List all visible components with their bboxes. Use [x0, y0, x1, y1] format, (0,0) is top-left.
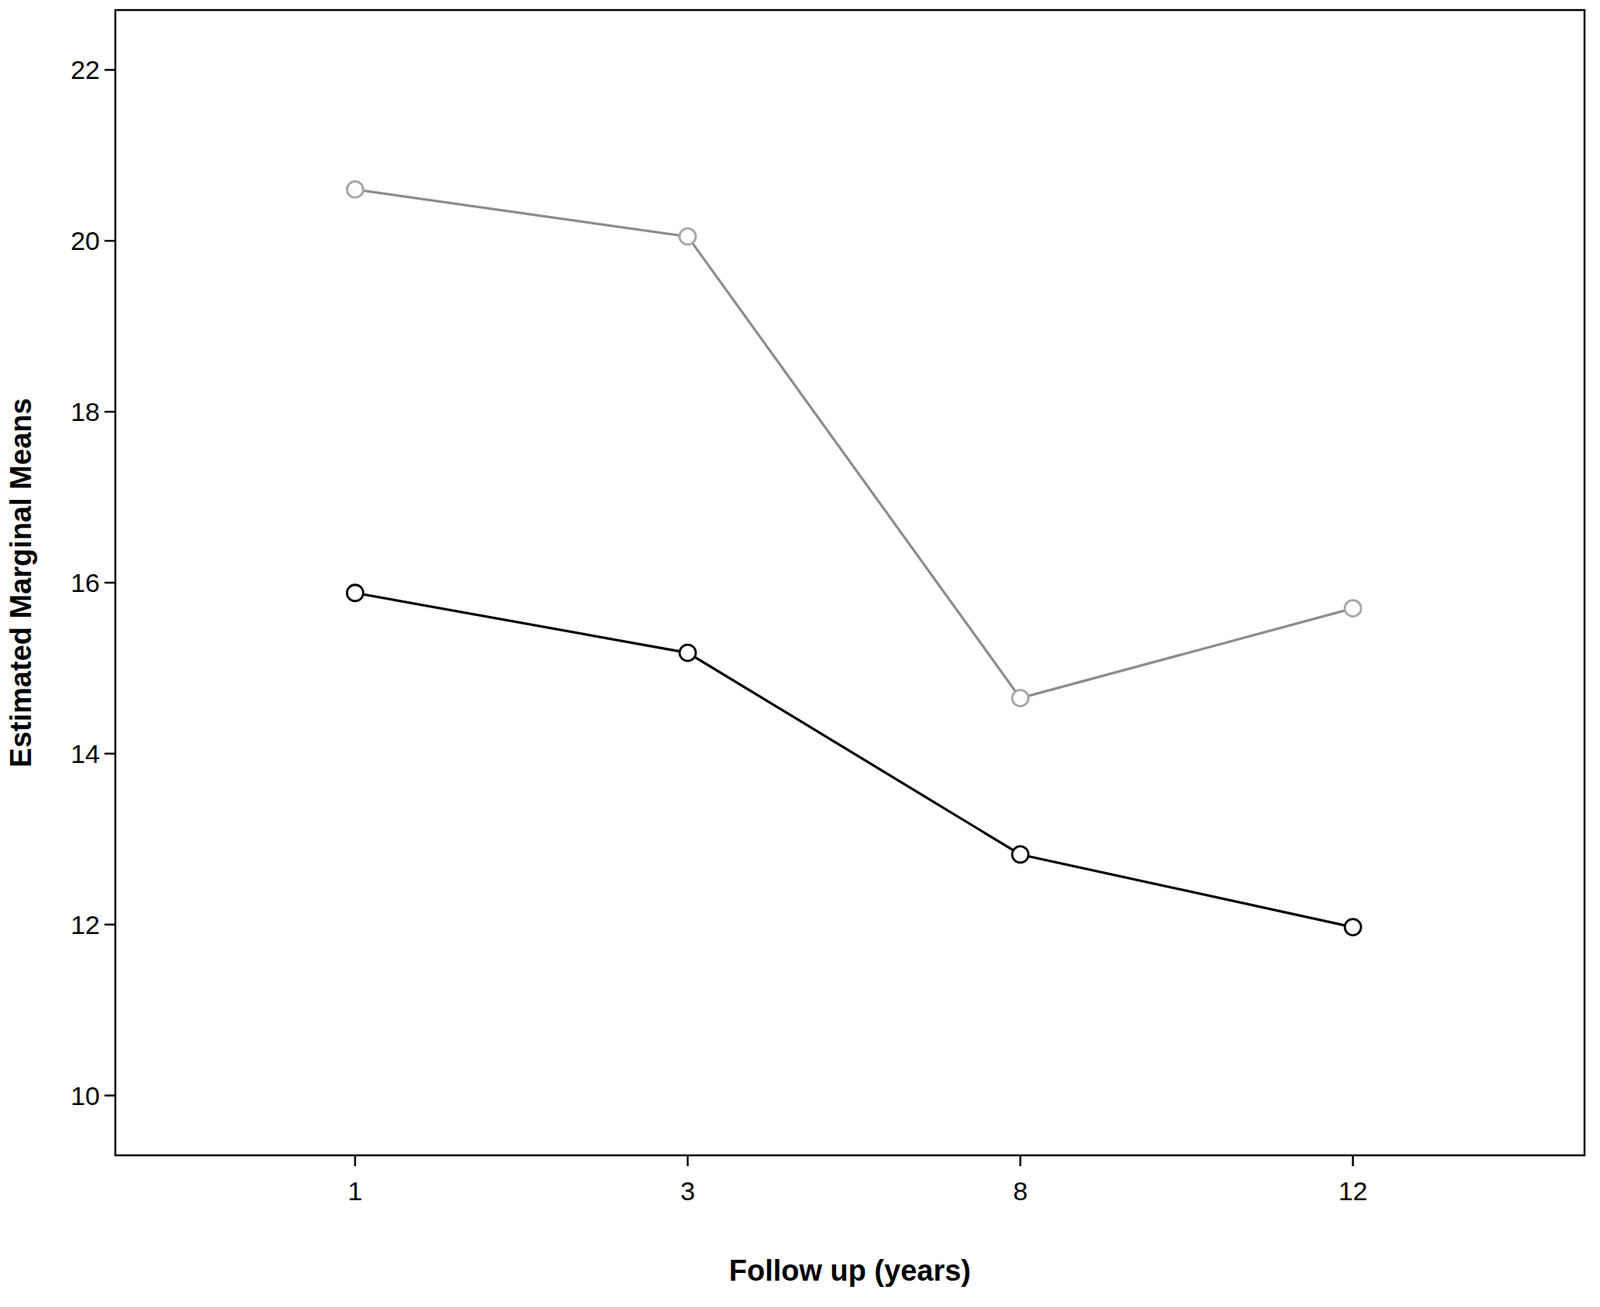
y-tick-label: 14: [70, 739, 100, 769]
point: [346, 585, 364, 602]
y-tick-label: 10: [70, 1081, 100, 1111]
x-tick: [686, 1155, 689, 1167]
chart: 10 12 14 16 18 20 22 1 3 8 12 Follow up (years) Esti…: [0, 0, 1600, 1307]
x-tick: [1019, 1155, 1022, 1167]
series-line: [355, 592, 1354, 928]
point: [1012, 690, 1029, 707]
point: [679, 644, 696, 662]
y-tick: [104, 239, 116, 243]
plot-frame: [115, 10, 1585, 1156]
y-tick-label: 18: [70, 397, 100, 427]
y-tick-label: 22: [70, 54, 100, 85]
x-axis-title: Follow up (years): [729, 1254, 971, 1288]
y-tick: [104, 582, 116, 585]
point: [1344, 919, 1361, 936]
x-tick-label: 8: [1013, 1176, 1028, 1206]
y-tick: [104, 924, 116, 927]
x-tick-label: 12: [1338, 1176, 1368, 1206]
background: [0, 0, 1600, 1307]
series-line: [355, 189, 1354, 699]
point: [1344, 600, 1361, 617]
y-tick-label: 12: [70, 910, 100, 940]
x-tick: [353, 1155, 357, 1167]
y-axis-title: Estimated Marginal Means: [4, 397, 38, 768]
plot-area: [346, 181, 1361, 936]
x-tick-label: 1: [347, 1176, 363, 1206]
y-tick-label: 20: [70, 226, 100, 256]
point: [1012, 846, 1029, 864]
x-tick: [1352, 1155, 1355, 1167]
y-tick: [104, 753, 116, 756]
y-tick: [104, 411, 116, 414]
point: [679, 228, 696, 245]
y-tick: [104, 68, 116, 72]
y-tick-label: 16: [70, 568, 100, 598]
point: [346, 181, 364, 198]
x-tick-label: 3: [680, 1176, 696, 1206]
y-tick: [104, 1094, 116, 1097]
